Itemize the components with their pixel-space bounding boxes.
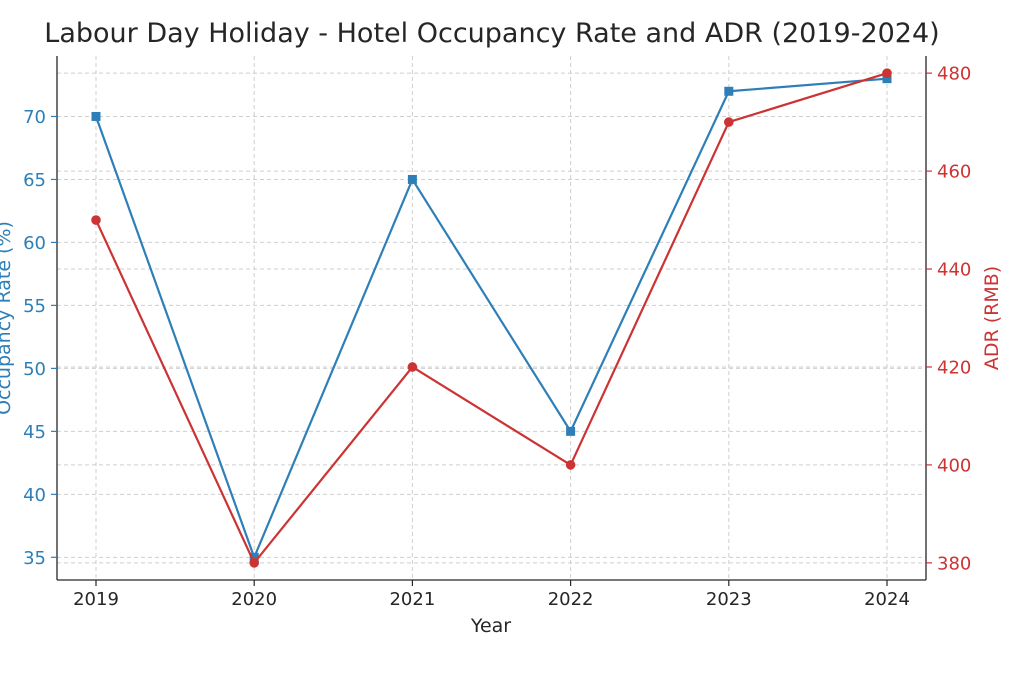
y-left-tick-label: 45: [23, 422, 46, 443]
y-left-tick-label: 40: [23, 485, 46, 506]
x-tick-label: 2023: [706, 589, 752, 610]
y-left-tick-label: 35: [23, 548, 46, 569]
y-right-tick-label: 480: [937, 64, 971, 85]
data-point: [407, 174, 417, 184]
x-tick-label: 2022: [548, 589, 594, 610]
grid: [57, 56, 926, 580]
data-point: [724, 117, 734, 127]
y-left-tick-label: 70: [23, 107, 46, 128]
y-left-tick-label: 50: [23, 359, 46, 380]
data-point: [565, 460, 576, 470]
data-point: [882, 74, 892, 84]
y-axis-label-left: Occupancy Rate (%): [0, 221, 15, 415]
data-point: [566, 426, 576, 436]
x-tick-label: 2019: [73, 589, 119, 610]
y-right-tick-label: 420: [937, 357, 971, 378]
ticks-layer: 2019 2020 2021 2022 2023 2024 35 40 45 50 55 60 65 70…: [23, 64, 971, 610]
data-point: [91, 215, 101, 225]
y-left-tick-label: 60: [23, 233, 46, 254]
x-tick-label: 2020: [231, 589, 277, 610]
y-left-tick-label: 55: [23, 296, 46, 317]
x-tick-label: 2021: [389, 589, 435, 610]
chart-title: Labour Day Holiday - Hotel Occupancy Rat…: [44, 18, 939, 49]
series-line-1: [94, 77, 888, 559]
y-right-tick-label: 400: [937, 455, 971, 476]
y-right-tick-label: 460: [937, 162, 971, 183]
y-axis-label-right: ADR (RMB): [981, 266, 1003, 370]
y-right-tick-label: 440: [937, 260, 971, 281]
data-point: [407, 362, 418, 372]
data-point: [249, 552, 259, 562]
data-point: [882, 68, 892, 78]
data-point: [724, 86, 734, 96]
plot-frame: [56, 56, 927, 581]
x-axis-label: Year: [470, 615, 511, 637]
y-right-tick-label: 380: [937, 553, 971, 574]
series-line-2: [95, 72, 888, 564]
series-layer: [91, 68, 892, 568]
y-left-tick-label: 65: [23, 170, 46, 191]
data-point: [249, 558, 259, 568]
data-point: [91, 111, 101, 121]
x-tick-label: 2024: [864, 589, 910, 610]
